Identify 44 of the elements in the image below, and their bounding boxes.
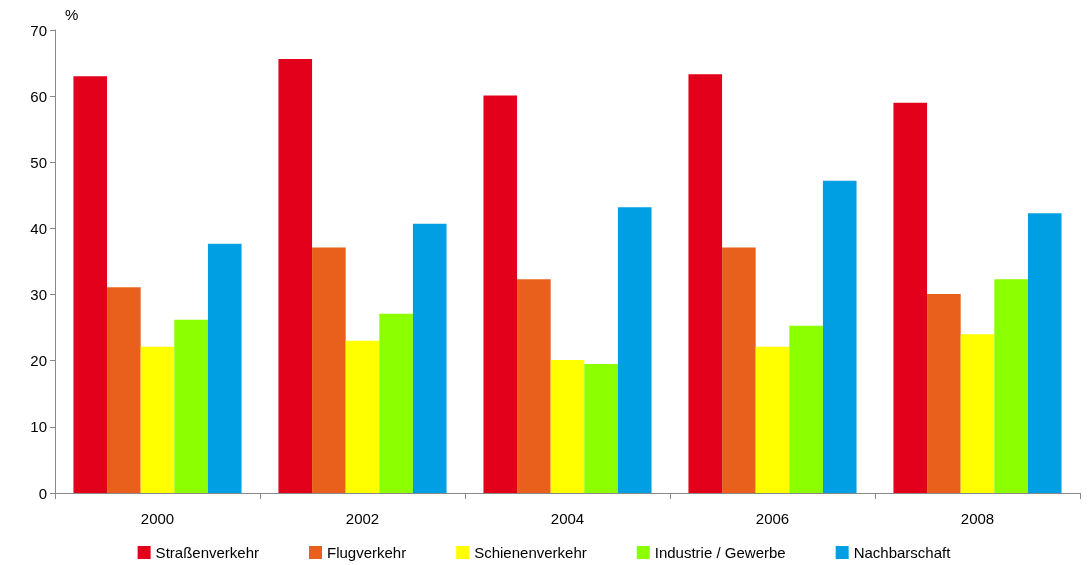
legend-label: Industrie / Gewerbe bbox=[654, 544, 786, 561]
bar bbox=[927, 293, 961, 493]
y-tick-label: 50 bbox=[30, 153, 47, 171]
y-tick-label: 10 bbox=[30, 418, 47, 436]
bar bbox=[483, 95, 518, 493]
x-tick-label: 2000 bbox=[140, 510, 175, 527]
legend-label: Nachbarschaft bbox=[853, 544, 952, 561]
bar bbox=[688, 74, 723, 493]
x-tick-label: 2006 bbox=[755, 510, 790, 527]
y-tick-label: 40 bbox=[30, 219, 47, 237]
bar bbox=[893, 102, 928, 493]
legend-label: Schienenverkehr bbox=[474, 544, 587, 561]
legend-label: Straßenverkehr bbox=[155, 544, 259, 561]
bar bbox=[822, 180, 857, 493]
bar bbox=[1027, 213, 1062, 493]
x-tick-label: 2002 bbox=[345, 510, 380, 527]
bar bbox=[278, 59, 313, 493]
bar bbox=[140, 346, 175, 493]
y-tick-label: 60 bbox=[30, 87, 47, 105]
y-axis-title: % bbox=[65, 6, 79, 23]
y-tick-label: 70 bbox=[30, 21, 47, 39]
bar bbox=[550, 360, 585, 493]
bar bbox=[207, 243, 242, 493]
legend-label: Flugverkehr bbox=[327, 544, 407, 561]
bar bbox=[517, 279, 551, 493]
bar bbox=[722, 247, 756, 493]
bar bbox=[584, 364, 618, 493]
bar bbox=[379, 313, 413, 493]
bar bbox=[960, 334, 995, 493]
bar bbox=[107, 287, 141, 493]
bar bbox=[755, 346, 790, 493]
bar bbox=[789, 325, 823, 493]
x-tick-label: 2004 bbox=[550, 510, 585, 527]
bar bbox=[312, 247, 346, 493]
bar bbox=[617, 207, 652, 493]
y-tick-label: 30 bbox=[30, 286, 47, 304]
bar bbox=[73, 76, 108, 493]
x-tick-label: 2008 bbox=[960, 510, 995, 527]
bar bbox=[412, 223, 447, 493]
y-tick-label: 0 bbox=[38, 484, 47, 502]
y-tick-label: 20 bbox=[30, 352, 47, 370]
bar bbox=[994, 279, 1028, 493]
bar bbox=[345, 340, 380, 493]
bar bbox=[174, 319, 208, 493]
